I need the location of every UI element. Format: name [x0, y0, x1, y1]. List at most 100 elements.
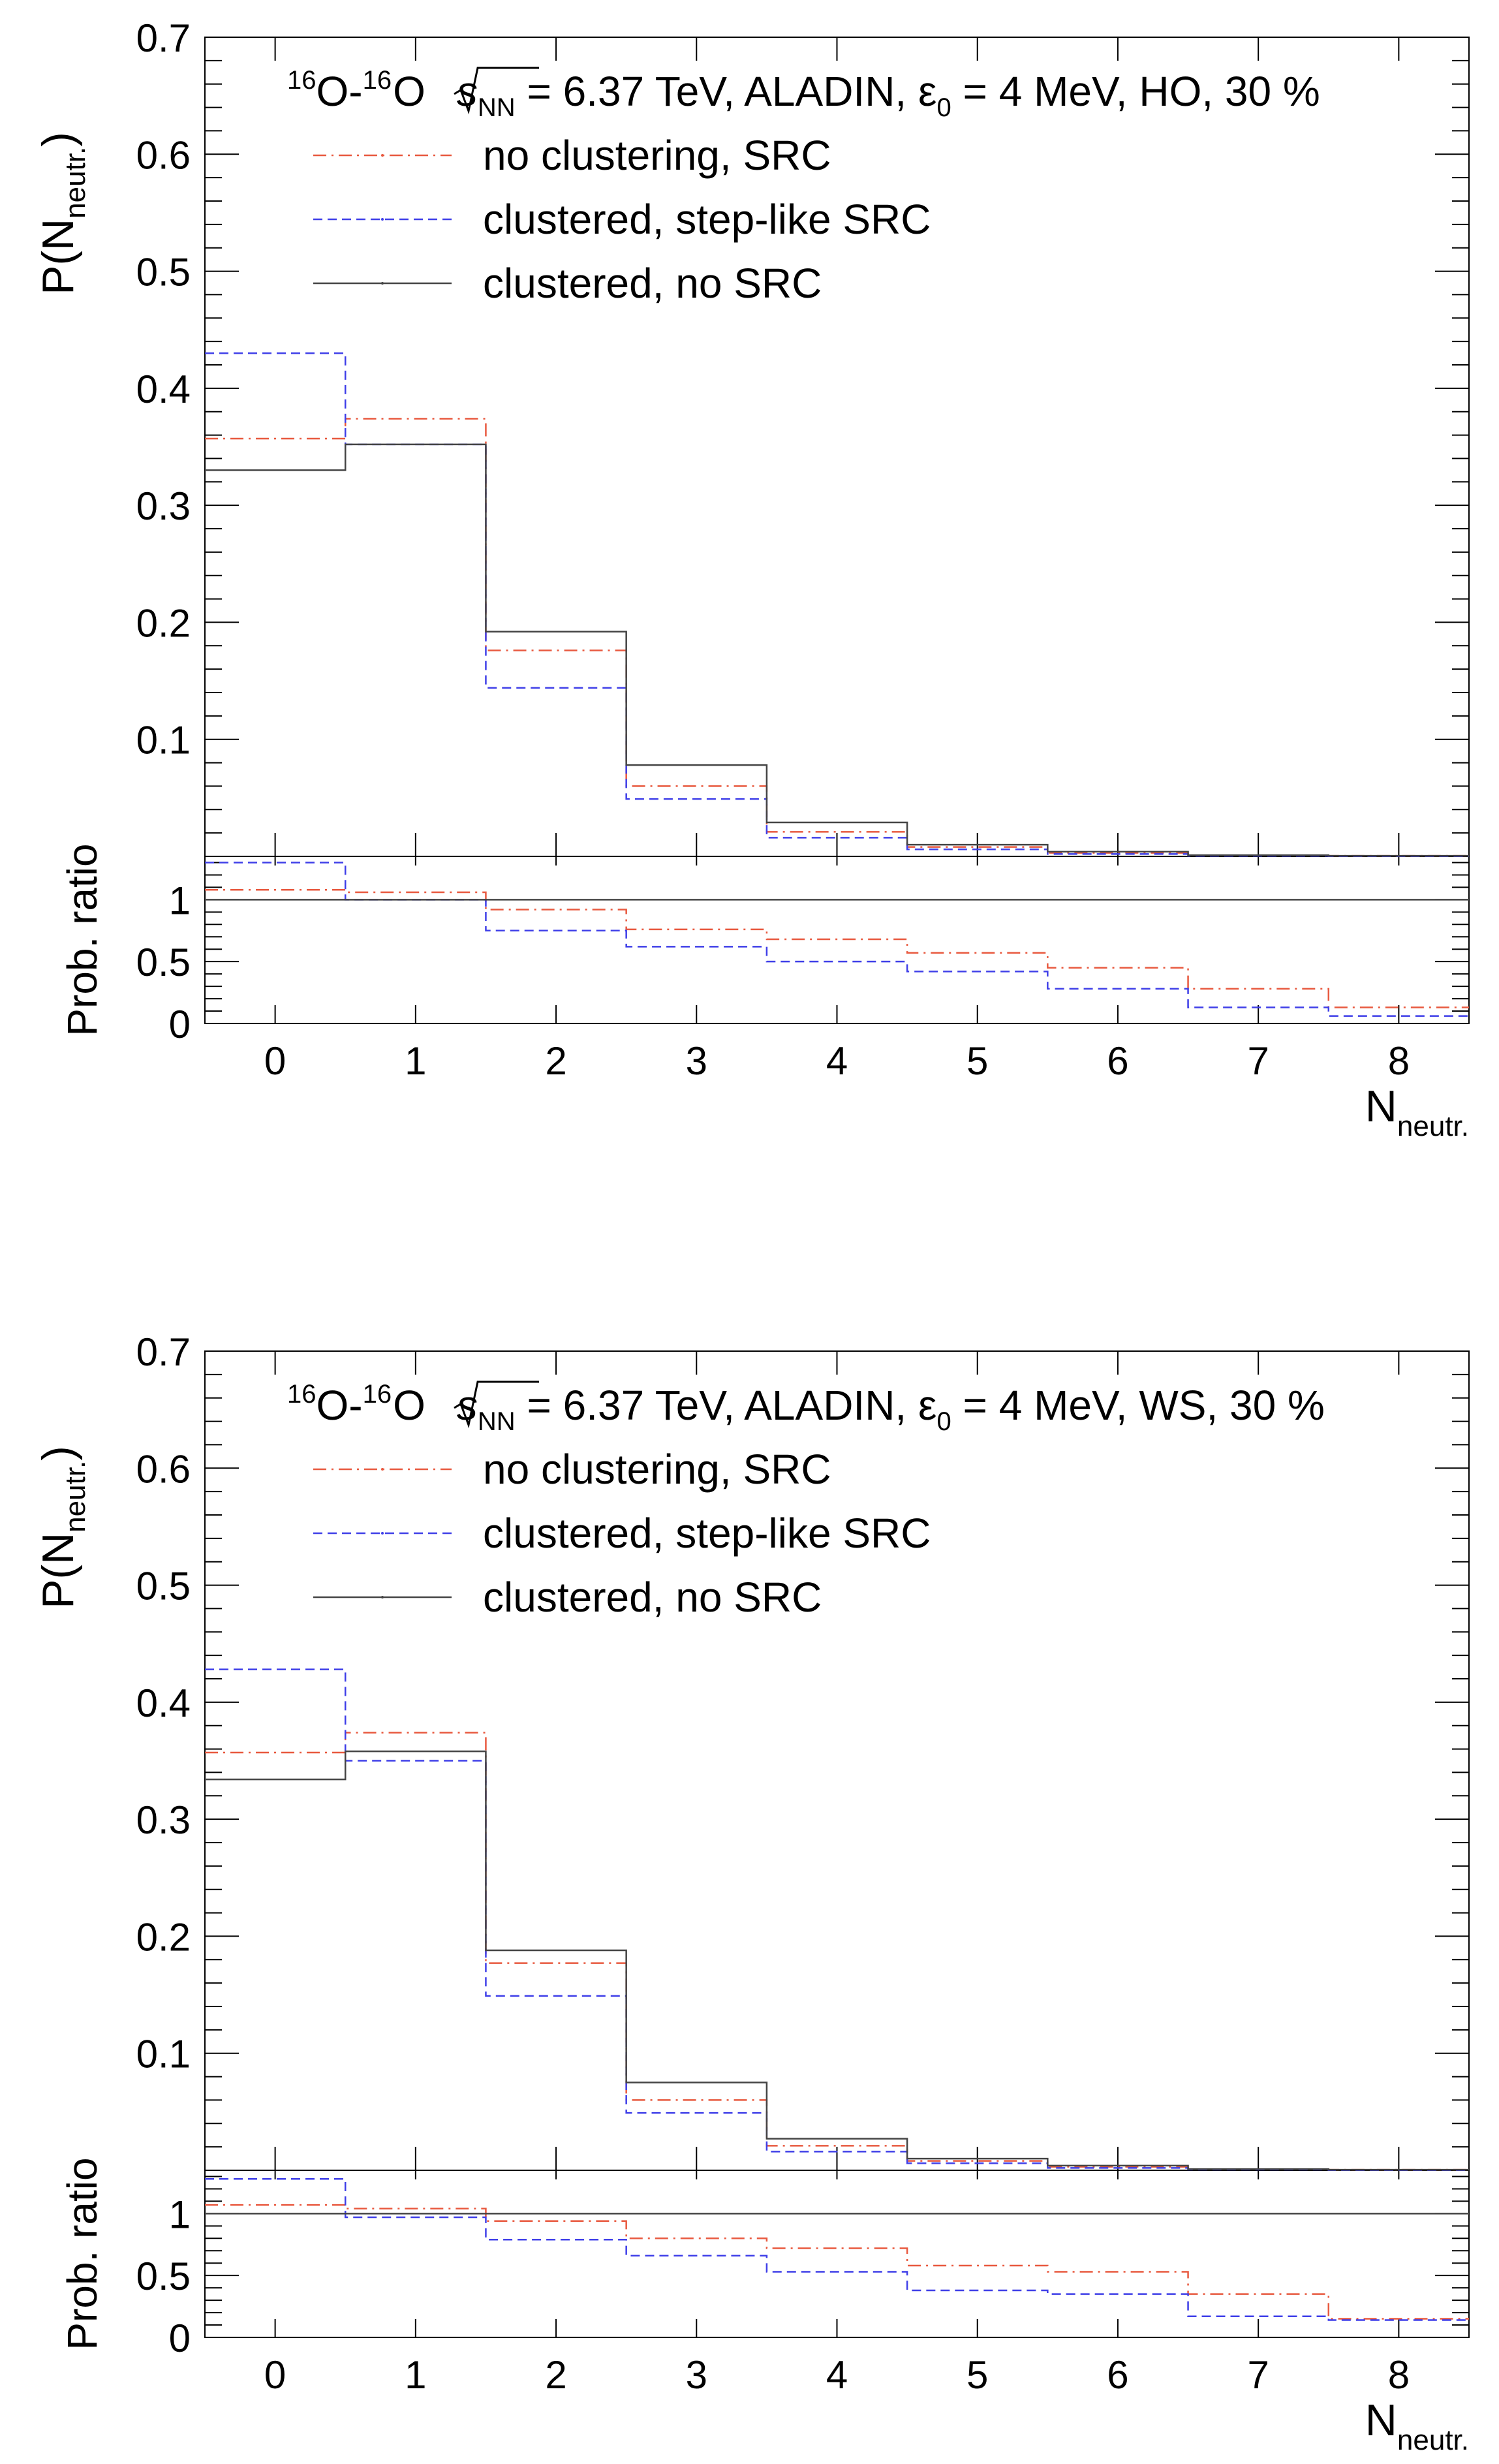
y-axis-label-sub: neutr.: [59, 147, 91, 219]
chart-panel-2: 0.1 0.2 0.3 0.4 0.5 0.6 0.7 0 1 2 3 4 5 6 7 8 0 0.5 1 16O-1…: [33, 1330, 1470, 2456]
legend-label-2: clustered, step-like SRC: [483, 196, 931, 243]
chart-title: 16O-16O sNN = 6.37 TeV, ALADIN, ε0 = 4 Me…: [287, 66, 1320, 122]
ratio-y-axis-label: Prob. ratio: [59, 843, 106, 1036]
series-line-2: [205, 1668, 1469, 2171]
y-tick-label: 0.2: [136, 1915, 191, 1959]
y-tick-label: 0.2: [136, 601, 191, 645]
y-axis-label-main: P(N: [33, 219, 83, 295]
title-text: ε: [918, 1382, 937, 1429]
y-tick-label: 0.3: [136, 484, 191, 528]
y-tick-label: 0.7: [136, 16, 191, 60]
x-axis-label: Nneutr.: [1365, 2395, 1469, 2456]
y-tick-label: 0.4: [136, 367, 191, 411]
ratio-y-tick-label: 1: [169, 879, 191, 922]
y-axis-label-close: ): [33, 1446, 83, 1461]
x-tick-label: 1: [405, 2353, 426, 2397]
y-tick-label: 0.3: [136, 1798, 191, 1842]
y-tick-label: 0.4: [136, 1681, 191, 1725]
chart-panel-1: 0.1 0.2 0.3 0.4 0.5 0.6 0.7 0 1 2 3 4 5 6 7 8 0 0.5 1 16O-1…: [33, 16, 1470, 1142]
x-tick-label: 4: [826, 1039, 848, 1083]
series-line-2: [205, 352, 1469, 857]
legend-label-1: no clustering, SRC: [483, 1446, 831, 1493]
legend-label-3: clustered, no SRC: [483, 260, 822, 307]
title-text: ε: [918, 68, 937, 115]
legend-label-3: clustered, no SRC: [483, 1574, 822, 1621]
y-tick-label: 0.5: [136, 251, 191, 294]
title-text: O: [393, 68, 425, 115]
x-tick-label: 3: [686, 1039, 707, 1083]
x-tick-label: 8: [1388, 2353, 1410, 2397]
series-line-3: [205, 443, 1469, 857]
title-text: = 4 MeV, HO, 30 %: [951, 68, 1320, 115]
title-sup: 16: [363, 1380, 392, 1409]
title-sup: 16: [287, 66, 317, 95]
ratio-series-line-1: [205, 2204, 1469, 2320]
ratio-y-tick-label: 0.5: [136, 941, 191, 984]
series-line-3: [205, 1750, 1469, 2171]
x-tick-label: 4: [826, 2353, 848, 2397]
x-tick-label: 6: [1107, 1039, 1128, 1083]
x-axis-label-sub: neutr.: [1397, 2424, 1469, 2456]
y-axis-label: P(Nneutr.): [33, 1446, 91, 1609]
legend-marker-3: [381, 1596, 384, 1598]
x-axis-label: Nneutr.: [1365, 1082, 1469, 1142]
series-line-1: [205, 418, 1469, 857]
x-axis-label-sub: neutr.: [1397, 1110, 1469, 1142]
y-axis-label-main: P(N: [33, 1533, 83, 1609]
title-sub: 0: [937, 1407, 951, 1436]
title-sub: 0: [937, 93, 951, 122]
x-tick-label: 5: [966, 1039, 988, 1083]
legend-marker-1: [381, 1468, 384, 1471]
y-tick-label: 0.1: [136, 2033, 191, 2076]
title-sub: NN: [478, 93, 516, 122]
title-sub: NN: [478, 1407, 516, 1436]
title-sup: 16: [363, 66, 392, 95]
x-tick-label: 7: [1247, 2353, 1269, 2397]
main-plot-frame: [204, 37, 1470, 857]
title-text: O: [393, 1382, 425, 1429]
x-tick-label: 1: [405, 1039, 426, 1083]
x-tick-label: 2: [545, 1039, 566, 1083]
x-tick-label: 6: [1107, 2353, 1128, 2397]
ratio-y-tick-label: 1: [169, 2192, 191, 2236]
x-tick-label: 5: [966, 2353, 988, 2397]
ratio-series-line-2: [205, 2178, 1469, 2321]
ratio-plot-frame: [204, 2170, 1470, 2338]
chart-title: 16O-16O sNN = 6.37 TeV, ALADIN, ε0 = 4 Me…: [287, 1380, 1325, 1436]
legend-label-1: no clustering, SRC: [483, 132, 831, 179]
ratio-series-line-1: [205, 888, 1469, 1008]
legend-label-2: clustered, step-like SRC: [483, 1510, 931, 1557]
legend-marker-1: [381, 154, 384, 157]
sqrt-symbol: [454, 67, 539, 115]
x-tick-label: 0: [264, 1039, 286, 1083]
title-text: O-: [317, 1382, 363, 1429]
x-tick-label: 0: [264, 2353, 286, 2397]
y-tick-label: 0.6: [136, 133, 191, 177]
x-axis-label-main: N: [1365, 2395, 1397, 2445]
title-text: = 6.37 TeV, ALADIN,: [516, 68, 918, 115]
x-tick-label: 7: [1247, 1039, 1269, 1083]
title-sup: 16: [287, 1380, 317, 1409]
x-tick-label: 8: [1388, 1039, 1410, 1083]
y-axis-label-sub: neutr.: [59, 1461, 91, 1533]
legend-marker-2: [381, 1532, 384, 1535]
y-tick-label: 0.1: [136, 719, 191, 762]
title-text: = 6.37 TeV, ALADIN,: [516, 1382, 918, 1429]
y-axis-label-close: ): [33, 132, 83, 147]
y-tick-label: 0.6: [136, 1447, 191, 1491]
x-axis-label-main: N: [1365, 1082, 1397, 1131]
series-line-1: [205, 1732, 1469, 2171]
legend-marker-3: [381, 282, 384, 285]
ratio-y-tick-label: 0: [169, 1003, 191, 1046]
title-text: = 4 MeV, WS, 30 %: [951, 1382, 1325, 1429]
legend-marker-2: [381, 218, 384, 221]
y-tick-label: 0.7: [136, 1330, 191, 1374]
x-tick-label: 2: [545, 2353, 566, 2397]
ratio-y-tick-label: 0.5: [136, 2254, 191, 2298]
y-tick-label: 0.5: [136, 1565, 191, 1608]
ratio-y-axis-label: Prob. ratio: [59, 2157, 106, 2350]
sqrt-symbol: [454, 1380, 539, 1429]
ratio-y-tick-label: 0: [169, 2316, 191, 2360]
y-axis-label: P(Nneutr.): [33, 132, 91, 295]
